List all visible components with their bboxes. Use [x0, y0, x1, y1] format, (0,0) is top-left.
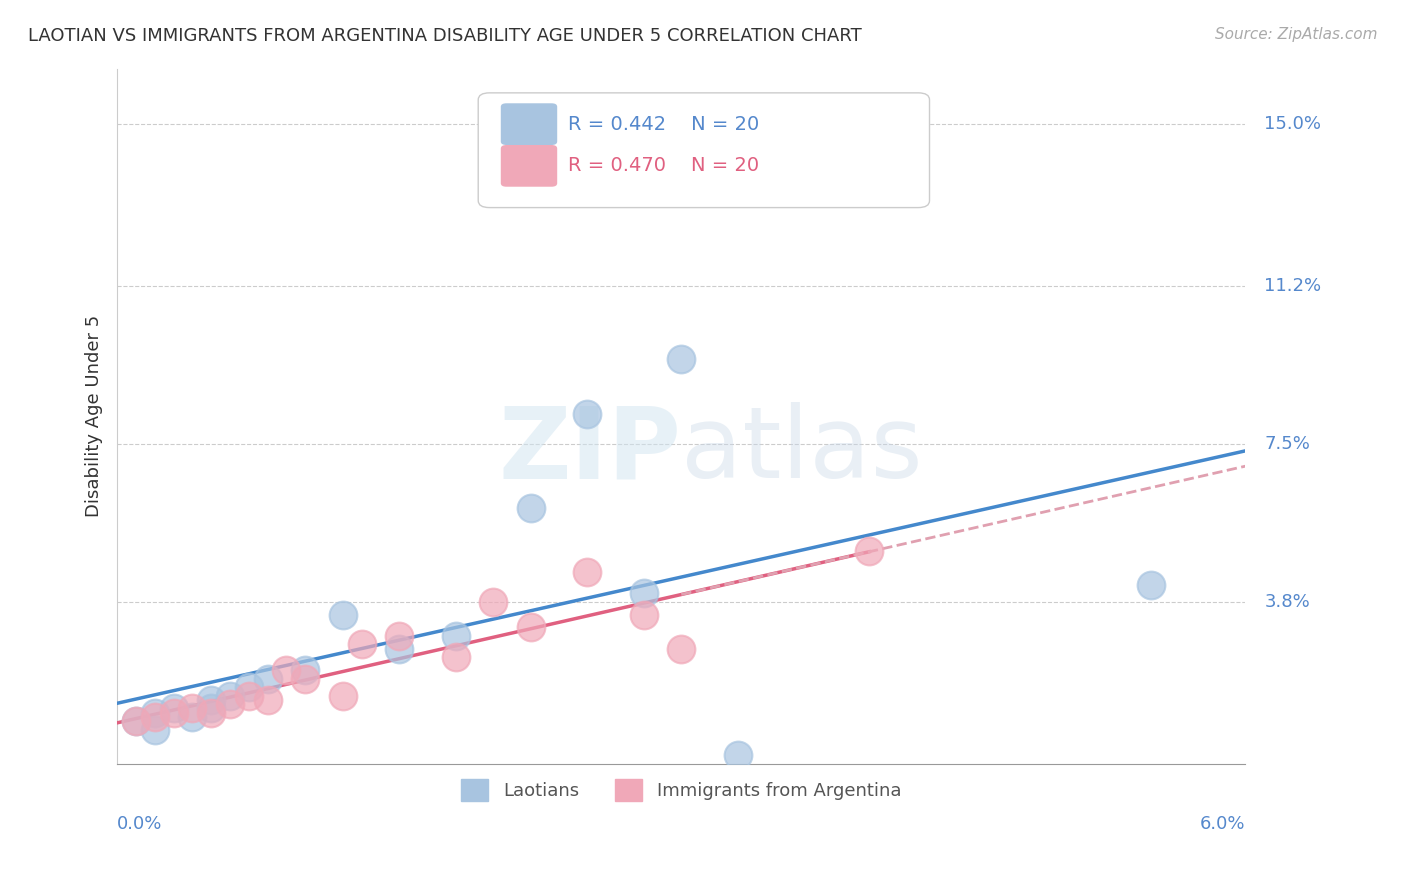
- Text: 6.0%: 6.0%: [1199, 815, 1246, 833]
- Point: [256, 672, 278, 686]
- Point: [125, 714, 148, 728]
- Point: [350, 637, 373, 651]
- Point: [162, 701, 184, 715]
- Point: [388, 629, 411, 643]
- Point: [256, 693, 278, 707]
- Point: [332, 607, 354, 622]
- Text: 7.5%: 7.5%: [1264, 435, 1310, 453]
- Point: [219, 689, 242, 703]
- Point: [727, 748, 749, 763]
- Text: 0.0%: 0.0%: [117, 815, 163, 833]
- Point: [576, 407, 599, 421]
- Point: [200, 706, 222, 720]
- Point: [576, 565, 599, 579]
- Point: [181, 710, 204, 724]
- Point: [482, 595, 505, 609]
- Text: atlas: atlas: [682, 402, 922, 500]
- Point: [200, 701, 222, 715]
- Point: [671, 351, 693, 366]
- Legend: Laotians, Immigrants from Argentina: Laotians, Immigrants from Argentina: [453, 771, 910, 811]
- Point: [388, 641, 411, 656]
- FancyBboxPatch shape: [501, 145, 557, 186]
- Point: [238, 689, 260, 703]
- Text: R = 0.470    N = 20: R = 0.470 N = 20: [568, 156, 759, 176]
- Text: Source: ZipAtlas.com: Source: ZipAtlas.com: [1215, 27, 1378, 42]
- Text: 3.8%: 3.8%: [1264, 593, 1310, 611]
- Y-axis label: Disability Age Under 5: Disability Age Under 5: [86, 315, 103, 517]
- Point: [520, 620, 543, 634]
- Point: [633, 586, 655, 600]
- Point: [125, 714, 148, 728]
- Point: [633, 607, 655, 622]
- Text: R = 0.442    N = 20: R = 0.442 N = 20: [568, 115, 759, 134]
- Text: 15.0%: 15.0%: [1264, 115, 1322, 133]
- Point: [238, 680, 260, 694]
- Point: [444, 650, 467, 665]
- Point: [219, 697, 242, 711]
- Point: [276, 663, 298, 677]
- Point: [332, 689, 354, 703]
- Point: [294, 663, 316, 677]
- Point: [294, 672, 316, 686]
- Text: 11.2%: 11.2%: [1264, 277, 1322, 295]
- Point: [143, 710, 166, 724]
- Point: [1140, 577, 1163, 591]
- Point: [200, 693, 222, 707]
- Point: [162, 706, 184, 720]
- Point: [143, 706, 166, 720]
- Point: [520, 500, 543, 515]
- Point: [444, 629, 467, 643]
- Text: LAOTIAN VS IMMIGRANTS FROM ARGENTINA DISABILITY AGE UNDER 5 CORRELATION CHART: LAOTIAN VS IMMIGRANTS FROM ARGENTINA DIS…: [28, 27, 862, 45]
- Text: ZIP: ZIP: [498, 402, 682, 500]
- FancyBboxPatch shape: [478, 93, 929, 208]
- Point: [181, 701, 204, 715]
- FancyBboxPatch shape: [501, 103, 557, 145]
- Point: [143, 723, 166, 737]
- Point: [671, 641, 693, 656]
- Point: [858, 543, 880, 558]
